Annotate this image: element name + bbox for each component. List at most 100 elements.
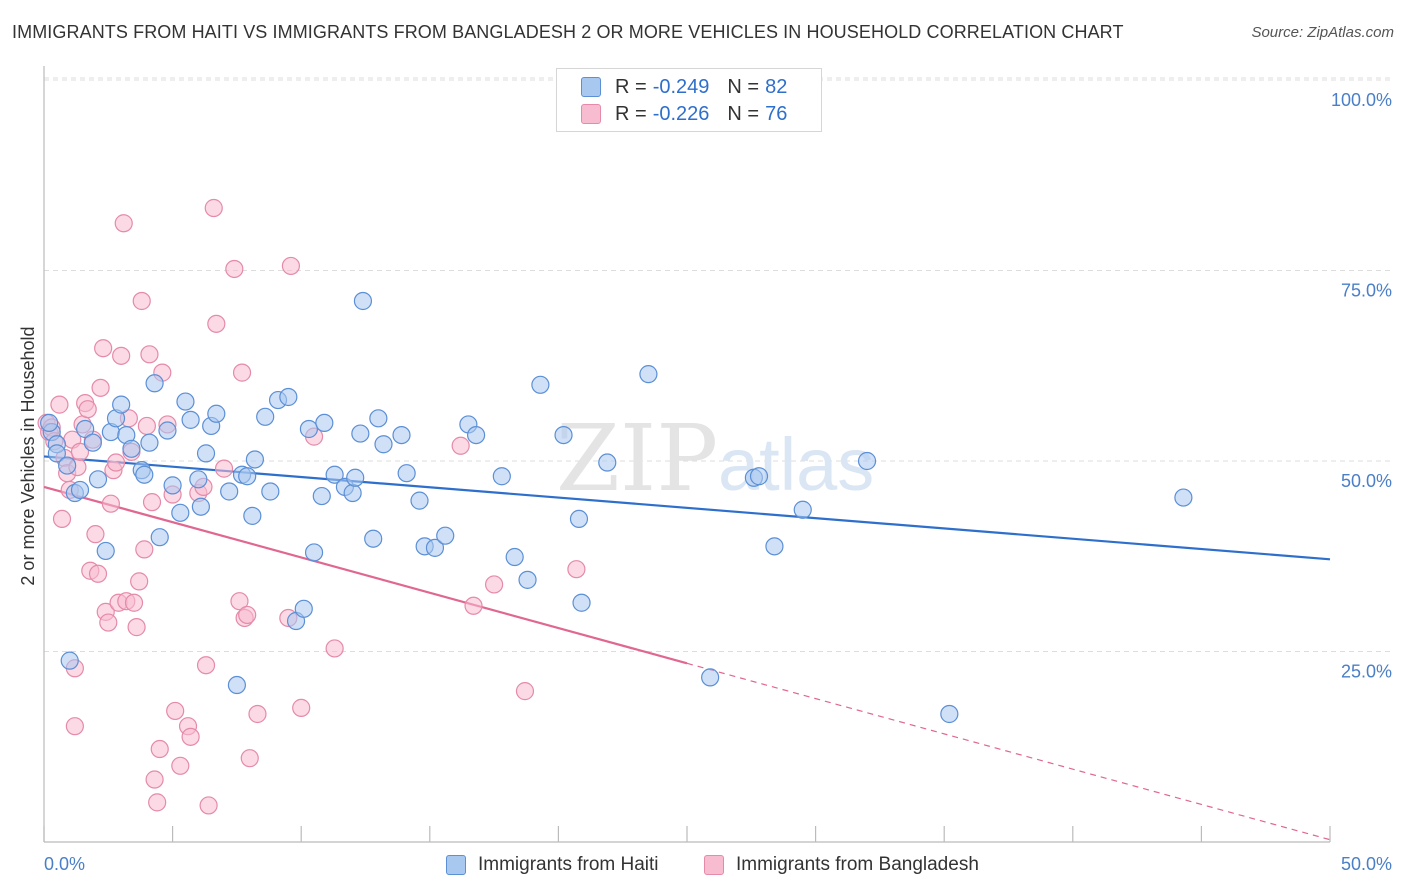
haiti-point	[60, 651, 79, 670]
legend-row-bangladesh: R = -0.226 N = 76	[581, 102, 787, 126]
haiti-point	[346, 468, 365, 487]
legend-r-label: R =	[615, 102, 647, 125]
haiti-point	[369, 409, 388, 428]
haiti-point	[793, 500, 812, 519]
bangladesh-point	[325, 639, 344, 658]
haiti-point	[261, 482, 280, 501]
data-points	[37, 198, 1193, 815]
bangladesh-swatch	[581, 104, 601, 124]
haiti-point	[238, 467, 257, 486]
axes	[43, 66, 1331, 843]
haiti-point	[436, 526, 455, 545]
haiti-point	[554, 425, 573, 445]
bangladesh-point	[140, 345, 159, 364]
haiti-point	[112, 395, 131, 414]
haiti-point	[749, 467, 769, 486]
bangladesh-point	[232, 363, 252, 382]
bangladesh-point	[114, 214, 133, 233]
bangladesh-point	[214, 459, 234, 478]
haiti-point	[492, 467, 511, 486]
haiti-point	[299, 419, 319, 439]
bangladesh-point	[204, 198, 223, 218]
bangladesh-point	[515, 682, 535, 701]
bangladesh-point	[451, 436, 470, 455]
haiti-point	[83, 433, 102, 452]
legend-n-label: N =	[727, 75, 760, 98]
haiti-point	[572, 593, 591, 612]
x-tick-label: 50.0%	[1341, 854, 1392, 874]
haiti-point	[243, 506, 262, 525]
legend-n-value: 82	[765, 75, 788, 98]
haiti-point	[88, 470, 108, 489]
bangladesh-swatch	[704, 855, 724, 875]
bangladesh-point	[112, 346, 131, 365]
haiti-point	[351, 424, 370, 443]
haiti-point	[163, 476, 182, 495]
haiti-point	[325, 465, 344, 484]
watermark: ZIP atlas	[556, 405, 874, 512]
haiti-point	[364, 529, 383, 548]
haiti-point	[47, 444, 66, 463]
legend-r-value: -0.226	[652, 102, 710, 125]
bangladesh-point	[199, 796, 218, 815]
legend-n-value: 76	[765, 102, 788, 125]
haiti-point	[425, 538, 445, 557]
bangladesh-point	[292, 698, 311, 717]
bangladesh-point	[50, 395, 69, 414]
haiti-point	[765, 537, 784, 556]
bangladesh-point	[238, 605, 257, 625]
bottom-legend-bangladesh-label: Immigrants from Bangladesh	[736, 854, 979, 875]
haiti-point	[76, 419, 95, 439]
bangladesh-point	[130, 572, 149, 591]
bangladesh-point	[150, 739, 169, 759]
haiti-point	[518, 570, 537, 589]
legend-r-value: -0.249	[652, 75, 710, 98]
haiti-point	[639, 365, 658, 384]
haiti-point	[176, 392, 195, 411]
bangladesh-point	[99, 613, 118, 632]
haiti-point	[181, 410, 200, 429]
bottom-legend-haiti: Immigrants from Haiti	[446, 852, 659, 878]
bangladesh-point	[196, 656, 216, 675]
haiti-point	[857, 451, 877, 471]
bangladesh-point	[65, 717, 84, 736]
bangladesh-point	[137, 416, 156, 436]
haiti-point	[140, 433, 159, 452]
haiti-point	[315, 413, 334, 432]
haiti-point	[569, 509, 589, 529]
haiti-point	[58, 456, 77, 475]
bangladesh-point	[464, 596, 483, 615]
bangladesh-point	[248, 704, 267, 724]
bangladesh-point	[135, 540, 154, 559]
bangladesh-point	[225, 259, 244, 279]
bangladesh-point	[207, 314, 226, 333]
haiti-point	[227, 675, 246, 695]
watermark-zip: ZIP	[556, 405, 718, 512]
y-tick-label: 25.0%	[1341, 662, 1392, 682]
chart-title: IMMIGRANTS FROM HAITI VS IMMIGRANTS FROM…	[12, 22, 1124, 42]
bangladesh-point	[78, 400, 97, 419]
bangladesh-point	[145, 770, 164, 789]
haiti-point	[191, 497, 210, 516]
haiti-point	[294, 599, 313, 618]
haiti-point	[245, 450, 265, 469]
bangladesh-point	[230, 592, 249, 611]
haiti-point	[410, 491, 429, 510]
bangladesh-trend-extension	[686, 662, 1331, 841]
haiti-point	[196, 444, 216, 463]
haiti-swatch	[446, 855, 466, 875]
haiti-point	[207, 404, 226, 423]
legend-r-label: R =	[615, 75, 647, 98]
haiti-point	[353, 291, 373, 311]
bangladesh-point	[142, 493, 162, 512]
haiti-point	[312, 486, 331, 506]
legend-row-haiti: R = -0.249 N = 82	[581, 75, 787, 99]
y-tick-label: 50.0%	[1341, 471, 1392, 491]
haiti-point	[96, 541, 115, 561]
bangladesh-point	[148, 793, 167, 812]
haiti-point	[304, 543, 324, 562]
haiti-point	[40, 413, 59, 432]
haiti-point	[701, 668, 720, 687]
bangladesh-point	[485, 575, 504, 594]
